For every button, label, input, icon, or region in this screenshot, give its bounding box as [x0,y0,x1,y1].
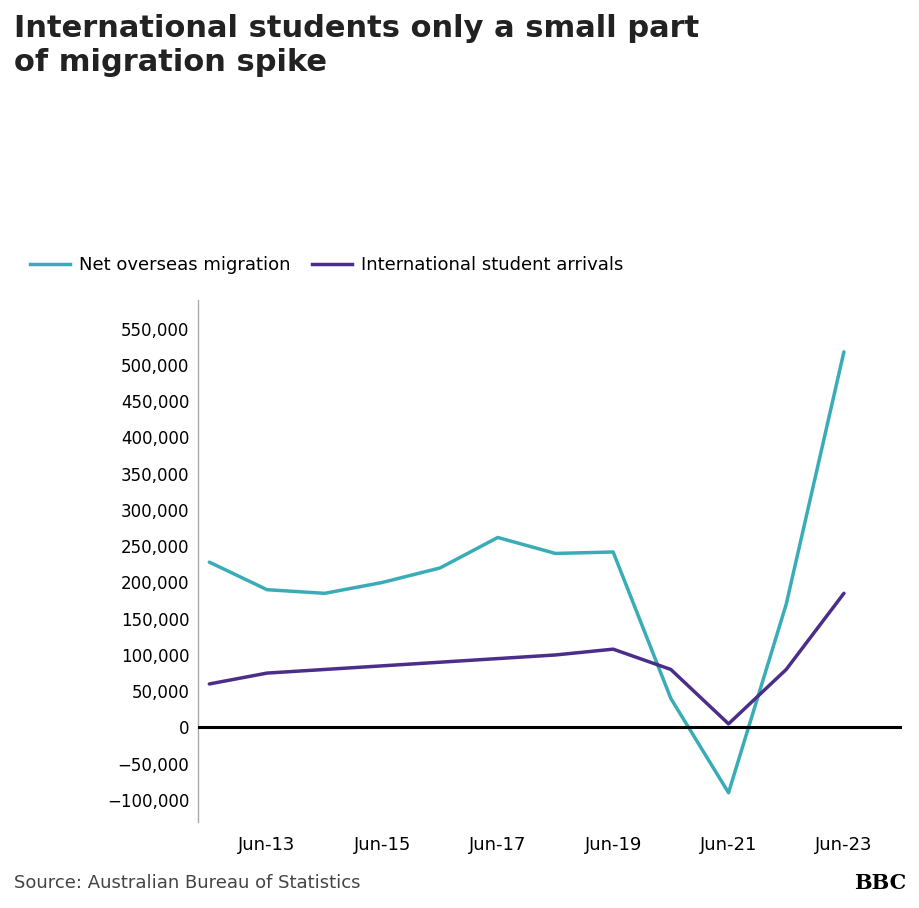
Legend: Net overseas migration, International student arrivals: Net overseas migration, International st… [23,249,630,281]
Text: Source: Australian Bureau of Statistics: Source: Australian Bureau of Statistics [14,874,360,892]
Text: BBC: BBC [853,873,905,893]
Text: International students only a small part
of migration spike: International students only a small part… [14,14,698,77]
